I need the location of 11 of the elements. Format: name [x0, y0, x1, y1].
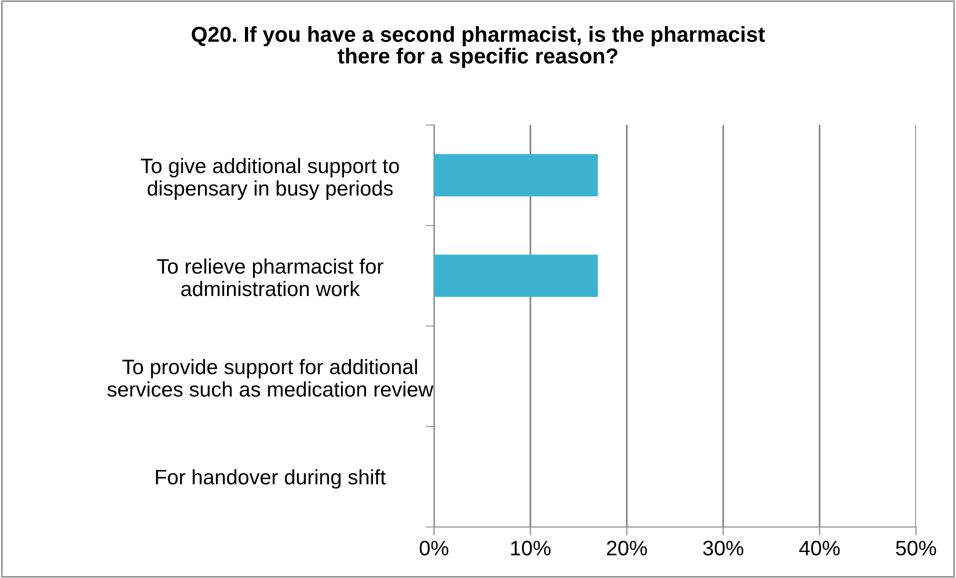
x-tick-label: 10% — [511, 540, 551, 556]
x-tick-label: 50% — [896, 540, 936, 556]
y-tick-label: To provide support for additional services such as medication review — [107, 358, 434, 397]
y-tick-label: To give additional support to dispensary in busy periods — [140, 158, 399, 200]
y-tick-label: For handover during shift — [156, 469, 386, 489]
x-tick-label: 20% — [607, 540, 647, 556]
x-tick-label: 0% — [420, 540, 448, 556]
x-tick-label: 40% — [799, 540, 840, 556]
y-tick-label: To relieve pharmacist for administration work — [157, 258, 384, 296]
chart-title: Q20. If you have a second pharmacist, is the pharmacist there for a specific reason? — [192, 26, 765, 68]
x-tick-label: 30% — [703, 540, 744, 556]
